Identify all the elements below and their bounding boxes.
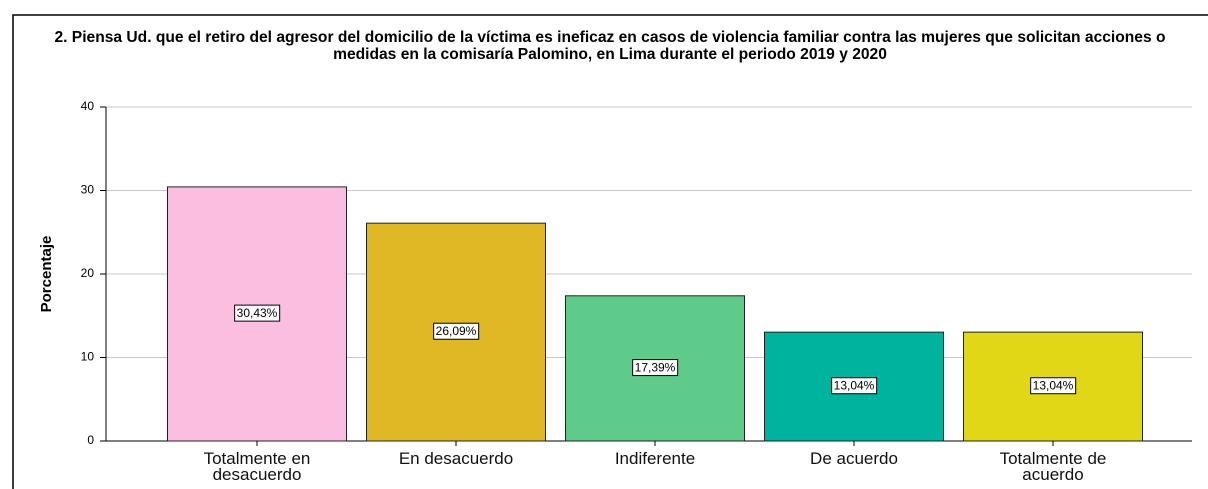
- value-label: 17,39%: [635, 361, 676, 375]
- value-label-box: [1030, 377, 1077, 395]
- x-tick-label: Totalmente de acuerdo: [999, 449, 1107, 484]
- value-label: 30,43%: [237, 306, 278, 320]
- y-tick-label: 30: [81, 183, 95, 197]
- x-tick-label: Totalmente en desacuerdo: [203, 449, 311, 484]
- y-tick-label: 10: [81, 350, 95, 364]
- x-tick-label: Indiferente: [614, 449, 696, 468]
- value-label-box: [234, 304, 281, 322]
- y-tick-label: 20: [81, 266, 95, 280]
- y-tick-label: 0: [87, 433, 94, 447]
- value-label: 13,04%: [1033, 379, 1074, 393]
- x-tick-label: De acuerdo: [810, 449, 898, 468]
- value-label-box: [433, 322, 480, 340]
- x-tick-label: En desacuerdo: [398, 449, 514, 468]
- value-label-box: [831, 377, 878, 395]
- value-label: 13,04%: [834, 379, 875, 393]
- y-axis-label: Porcentaje: [38, 236, 55, 313]
- frame: [12, 14, 1208, 489]
- value-label-box: [632, 359, 679, 377]
- chart-title: 2. Piensa Ud. que el retiro del agresor …: [54, 29, 1166, 63]
- y-tick-label: 40: [81, 99, 95, 113]
- value-label: 26,09%: [436, 324, 477, 338]
